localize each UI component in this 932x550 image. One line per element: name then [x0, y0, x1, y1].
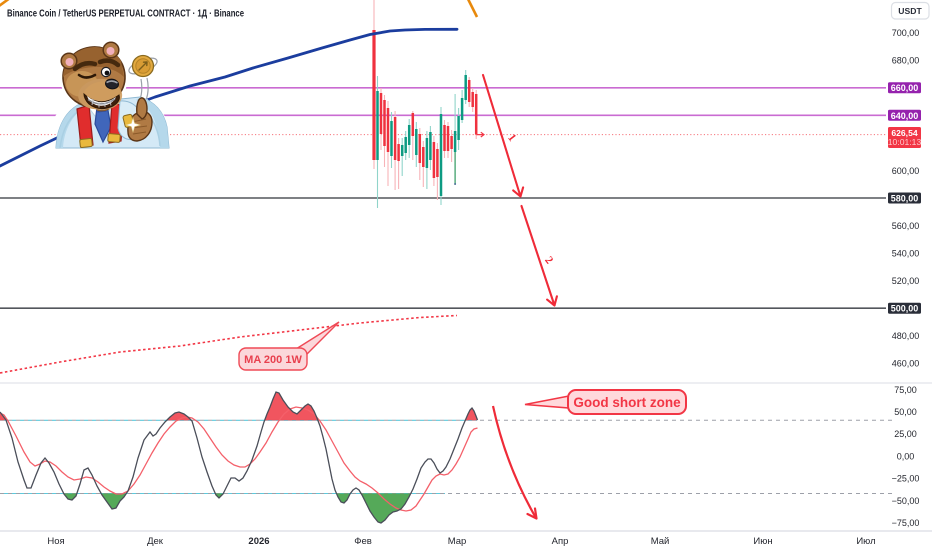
- svg-text:Май: Май: [651, 536, 670, 547]
- svg-text:700,00: 700,00: [892, 28, 920, 38]
- svg-text:Апр: Апр: [552, 536, 569, 547]
- svg-text:Июн: Июн: [753, 536, 772, 547]
- svg-text:Фев: Фев: [354, 536, 372, 547]
- svg-text:25,00: 25,00: [894, 429, 917, 439]
- svg-text:50,00: 50,00: [894, 407, 917, 417]
- svg-text:460,00: 460,00: [892, 359, 920, 369]
- svg-text:680,00: 680,00: [892, 56, 920, 66]
- svg-text:Binance Coin / TetherUS PERPET: Binance Coin / TetherUS PERPETUAL CONTRA…: [7, 8, 244, 20]
- svg-text:MA 200 1W: MA 200 1W: [244, 354, 302, 366]
- svg-text:660,00: 660,00: [891, 83, 919, 93]
- svg-text:Good short zone: Good short zone: [573, 395, 681, 410]
- svg-text:Ноя: Ноя: [47, 536, 64, 547]
- svg-text:Мар: Мар: [448, 536, 467, 547]
- svg-text:560,00: 560,00: [892, 221, 920, 231]
- svg-text:75,00: 75,00: [894, 385, 917, 395]
- svg-text:500,00: 500,00: [891, 304, 919, 314]
- svg-text:10:01:13: 10:01:13: [888, 137, 922, 147]
- svg-text:640,00: 640,00: [891, 111, 919, 121]
- svg-text:Июл: Июл: [856, 536, 875, 547]
- svg-text:−75,00: −75,00: [892, 518, 920, 528]
- svg-text:2026: 2026: [248, 536, 269, 547]
- svg-text:540,00: 540,00: [892, 249, 920, 259]
- svg-text:0,00: 0,00: [897, 451, 915, 461]
- svg-text:480,00: 480,00: [892, 331, 920, 341]
- svg-text:−50,00: −50,00: [892, 496, 920, 506]
- svg-text:520,00: 520,00: [892, 276, 920, 286]
- svg-text:580,00: 580,00: [891, 193, 919, 203]
- svg-text:−25,00: −25,00: [892, 474, 920, 484]
- svg-text:Дек: Дек: [147, 536, 164, 547]
- svg-text:USDT: USDT: [898, 6, 922, 16]
- svg-text:626,54: 626,54: [891, 128, 918, 138]
- svg-text:600,00: 600,00: [892, 166, 920, 176]
